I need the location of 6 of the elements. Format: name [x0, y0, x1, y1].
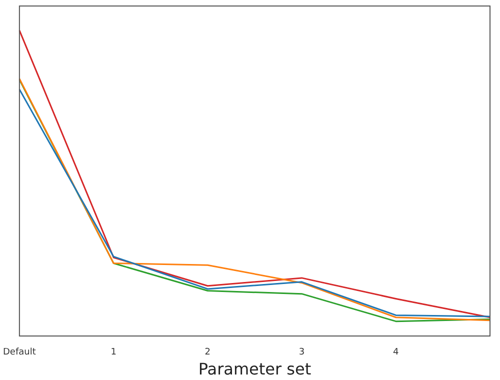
- x-tick-label: 4: [393, 348, 400, 358]
- x-tick-label: 2: [204, 348, 211, 358]
- x-axis-title: Parameter set: [198, 360, 312, 379]
- x-tick-label: 3: [298, 348, 305, 358]
- x-tick-label: Default: [2, 348, 36, 358]
- x-tick-label: 1: [110, 348, 116, 358]
